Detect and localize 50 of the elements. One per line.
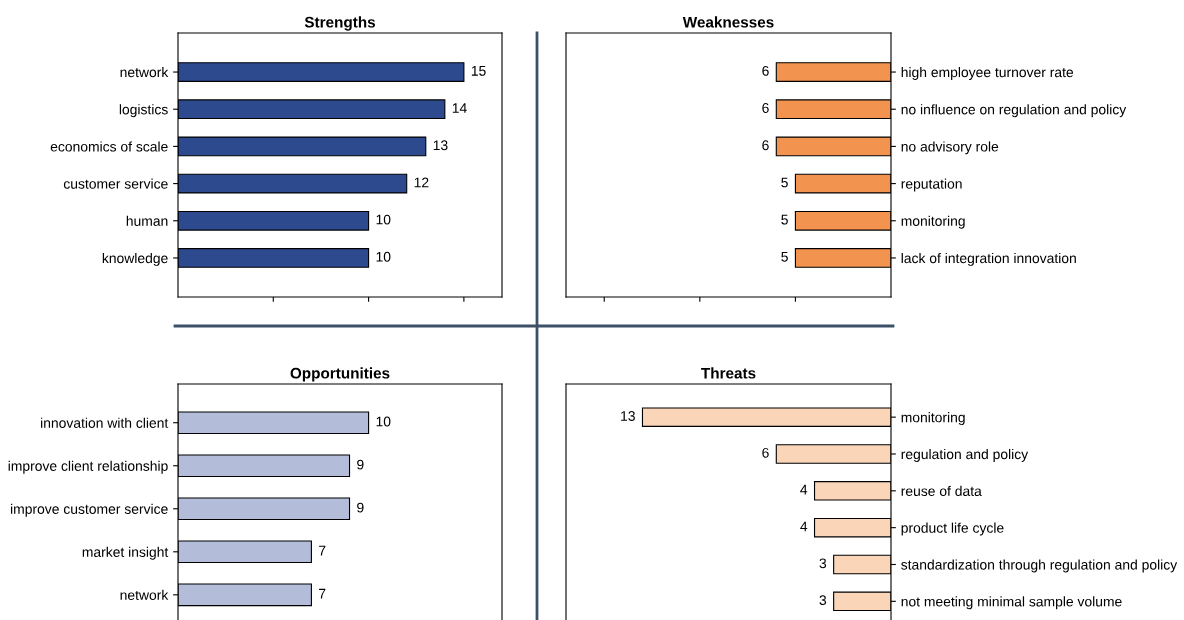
chart-title: Weaknesses <box>682 16 774 28</box>
y-tick-label: economics of scale <box>50 141 168 152</box>
y-tick-label: market insight <box>82 546 169 560</box>
y-tick-label: reputation <box>901 178 962 192</box>
data-label: 9 <box>357 459 364 470</box>
y-tick-label: knowledge <box>102 252 168 266</box>
chart-title: Threats <box>701 367 756 379</box>
data-label: 9 <box>357 502 364 513</box>
data-label: 4 <box>800 484 808 495</box>
data-label: 5 <box>781 177 788 188</box>
data-label: 3 <box>819 595 827 606</box>
data-label: 12 <box>414 177 429 188</box>
y-tick-label: product life cycle <box>901 522 1004 536</box>
y-tick-label: monitoring <box>901 215 965 229</box>
y-tick-label: network <box>120 589 169 600</box>
y-tick-label: no influence on regulation and policy <box>901 104 1127 118</box>
y-tick-label: logistics <box>119 104 168 118</box>
y-tick-label: innovation with client <box>41 417 169 428</box>
y-tick-label: improve customer service <box>10 503 168 517</box>
data-label: 6 <box>762 103 769 113</box>
data-label: 13 <box>433 140 448 151</box>
data-label: 10 <box>376 416 391 427</box>
y-tick-label: customer service <box>63 178 168 189</box>
data-label: 3 <box>819 558 827 569</box>
y-tick-label: regulation and policy <box>901 448 1029 462</box>
y-tick-label: lack of integration innovation <box>901 252 1076 266</box>
data-label: 7 <box>319 545 326 556</box>
y-tick-label: no advisory role <box>901 141 999 155</box>
data-label: 7 <box>319 588 326 599</box>
y-tick-label: reuse of data <box>901 485 982 496</box>
chart-title: Strengths <box>304 16 376 31</box>
data-label: 10 <box>376 214 391 225</box>
y-tick-label: human <box>126 215 168 226</box>
data-label: 4 <box>800 521 808 532</box>
data-label: 5 <box>781 251 788 262</box>
data-label: 15 <box>471 66 486 76</box>
data-label: 6 <box>762 65 769 76</box>
y-tick-label: standardization through regulation and policy <box>901 559 1178 573</box>
chart-title: Opportunities <box>290 367 390 382</box>
data-label: 10 <box>376 251 391 262</box>
y-tick-label: not meeting minimal sample volume <box>901 596 1122 610</box>
y-tick-label: high employee turnover rate <box>901 67 1074 80</box>
y-tick-label: network <box>120 67 169 78</box>
data-label: 6 <box>762 140 769 151</box>
data-label: 6 <box>762 447 769 458</box>
y-tick-label: improve client relationship <box>8 460 168 474</box>
y-tick-label: monitoring <box>901 412 965 426</box>
data-label: 14 <box>452 103 467 113</box>
data-label: 13 <box>621 411 635 421</box>
data-label: 5 <box>781 214 788 225</box>
